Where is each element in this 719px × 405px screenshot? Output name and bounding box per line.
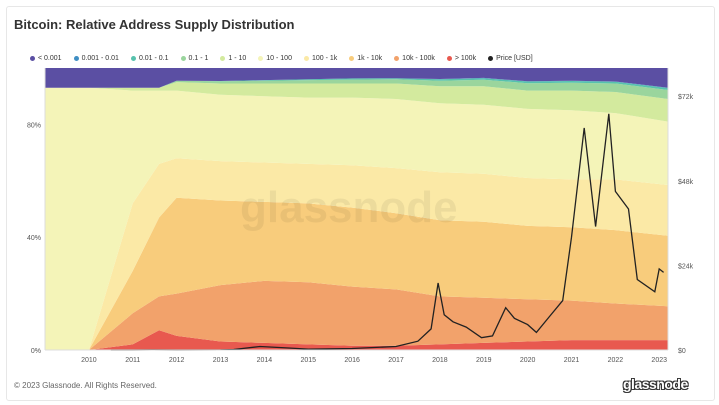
watermark: glassnode — [240, 183, 458, 232]
x-tick-label: 2018 — [432, 357, 448, 364]
y-right-tick-label: $48k — [678, 179, 694, 186]
legend-label: > 100k — [454, 55, 477, 62]
y-left-tick-label: 0% — [31, 348, 41, 355]
x-tick-label: 2020 — [520, 357, 536, 364]
x-tick-label: 2022 — [608, 357, 624, 364]
x-tick-label: 2019 — [476, 357, 492, 364]
legend-label: 10k - 100k — [402, 55, 435, 62]
x-tick-label: 2016 — [344, 357, 360, 364]
legend-item[interactable]: > 100k — [446, 55, 477, 62]
area-series — [45, 79, 668, 99]
legend-label: 0.01 - 0.1 — [138, 55, 169, 62]
copyright-footer: © 2023 Glassnode. All Rights Reserved. — [14, 381, 157, 390]
legend-swatch — [488, 56, 494, 61]
y-left-tick-label: 40% — [27, 235, 41, 242]
area-series — [45, 158, 668, 350]
area-layer — [45, 68, 668, 350]
legend-label: 100 - 1k — [311, 55, 338, 62]
legend: < 0.001 0.001 - 0.01 0.01 - 0.1 0.1 - 1 1 - … — [30, 55, 545, 62]
legend-swatch — [258, 56, 264, 61]
x-tick-label: 2014 — [257, 357, 273, 364]
price-line — [110, 113, 665, 351]
legend-swatch — [180, 56, 186, 61]
area-series — [45, 82, 668, 122]
legend-swatch — [30, 56, 35, 61]
y-right-tick-label: $0 — [678, 348, 686, 355]
axes-layer: 2010 2011 2012 2013 2014 2015 2016 2017 2018 2019… — [27, 68, 694, 364]
area-series — [45, 197, 668, 350]
legend-item[interactable]: 0.001 - 0.01 — [73, 55, 119, 62]
x-tick-label: 2021 — [564, 357, 580, 364]
legend-item[interactable]: 1 - 10 — [220, 55, 246, 62]
legend-swatch — [220, 56, 226, 61]
area-series — [45, 330, 668, 350]
legend-label: 1k - 10k — [357, 55, 383, 62]
legend-item[interactable]: 10 - 100 — [258, 55, 292, 62]
legend-item[interactable]: Price [USD] — [488, 55, 533, 62]
legend-swatch — [303, 56, 309, 61]
legend-item[interactable]: < 0.001 — [30, 55, 62, 62]
x-tick-label: 2015 — [300, 357, 316, 364]
legend-item[interactable]: 100 - 1k — [303, 55, 338, 62]
legend-label: 0.001 - 0.01 — [81, 55, 119, 62]
area-series — [45, 78, 668, 90]
x-tick-label: 2012 — [169, 357, 185, 364]
x-tick-label: 2011 — [125, 357, 140, 364]
legend-swatch — [73, 56, 79, 61]
area-series — [45, 280, 668, 350]
area-series — [45, 87, 668, 350]
legend-swatch — [130, 56, 136, 61]
area-series — [45, 68, 668, 88]
y-right-tick-label: $24k — [678, 263, 694, 270]
price-layer — [110, 113, 665, 351]
legend-swatch — [446, 56, 452, 61]
legend-label: 10 - 100 — [266, 55, 292, 62]
legend-label: 1 - 10 — [228, 55, 247, 62]
legend-item[interactable]: 1k - 10k — [349, 55, 382, 62]
x-tick-label: 2023 — [651, 357, 667, 364]
legend-label: Price [USD] — [496, 55, 533, 62]
x-tick-label: 2017 — [388, 357, 404, 364]
legend-swatch — [394, 56, 400, 61]
chart-title: Bitcoin: Relative Address Supply Distrib… — [14, 17, 295, 32]
x-tick-label: 2010 — [81, 357, 97, 364]
legend-swatch — [349, 56, 355, 61]
legend-label: < 0.001 — [38, 55, 62, 62]
x-tick-label: 2013 — [213, 357, 229, 364]
y-left-tick-label: 80% — [27, 122, 41, 129]
legend-item[interactable]: 0.1 - 1 — [180, 55, 209, 62]
glassnode-logo: glassnode — [623, 376, 688, 392]
legend-item[interactable]: 0.01 - 0.1 — [130, 55, 169, 62]
legend-label: 0.1 - 1 — [188, 55, 209, 62]
legend-item[interactable]: 10k - 100k — [394, 55, 435, 62]
y-right-tick-label: $72k — [678, 94, 694, 101]
